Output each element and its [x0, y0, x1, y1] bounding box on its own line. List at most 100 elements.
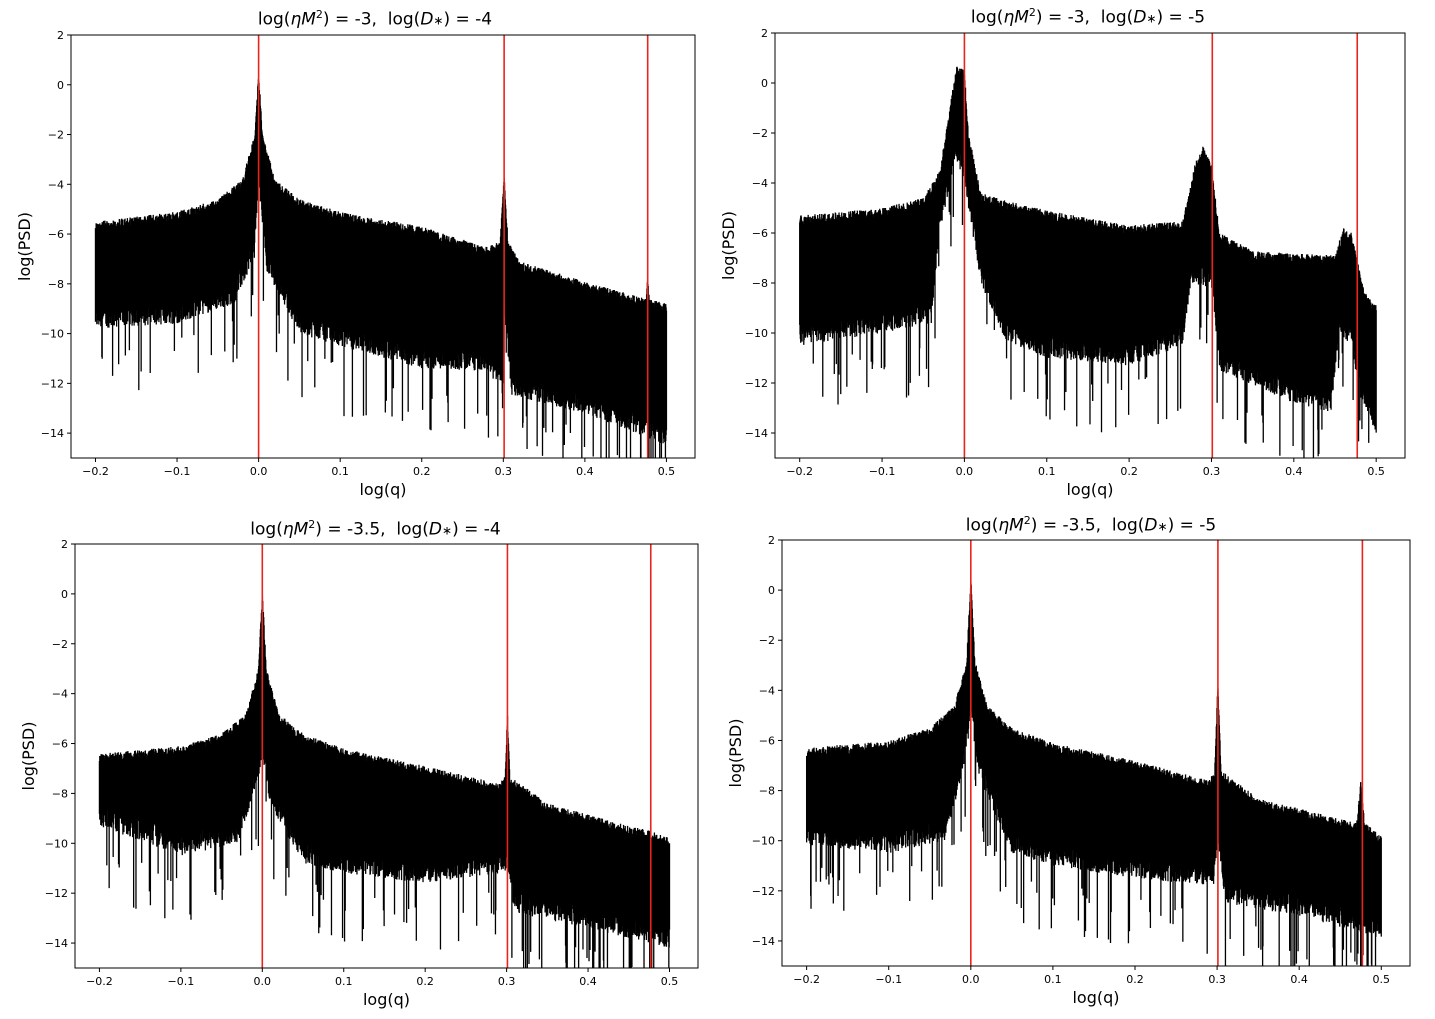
plot-frame	[74, 543, 699, 969]
y-tick-label: −6	[48, 228, 64, 241]
y-axis-label: log(PSD)	[719, 211, 738, 280]
title-4-part-c: 2	[1023, 514, 1031, 527]
y-tick-label: −2	[759, 634, 775, 647]
x-tick-label: 0.2	[1126, 973, 1144, 986]
y-tick-label: −12	[45, 887, 68, 900]
x-tick-label: 0.5	[1373, 973, 1391, 986]
y-axis-label: log(PSD)	[15, 212, 34, 281]
x-tick-label: 0.1	[1044, 973, 1062, 986]
y-tick-label: 0	[57, 79, 64, 92]
title-3-part-b: ηM	[282, 519, 309, 540]
title-1-part-f: ∗	[433, 13, 444, 28]
title-3-part-e: D	[428, 519, 443, 540]
chart-plot-4: −0.2 −0.1 0.0 0.1 0.2 0.3 0.4 0.5 2 0 −2 −4 −6 −8 −10 −…	[726, 534, 1411, 1007]
series-line	[94, 79, 668, 458]
y-tick-label: −8	[759, 785, 775, 798]
y-tick-label: −2	[52, 638, 68, 651]
y-tick-label: −12	[752, 885, 775, 898]
y-tick-label: −6	[759, 734, 775, 747]
x-tick-label: 0.3	[1208, 973, 1226, 986]
y-tick-label: −8	[52, 787, 68, 800]
title-3-part-d: ) = -3.5, log(	[315, 519, 429, 540]
title-3-part-f: ∗	[442, 523, 453, 538]
y-tick-label: −6	[52, 738, 68, 751]
y-tick-label: −4	[52, 688, 68, 701]
title-4-part-b: ηM	[998, 515, 1024, 536]
y-axis-label: log(PSD)	[726, 719, 745, 788]
title-2-part-e: D	[1133, 7, 1147, 28]
y-tick-label: −10	[745, 327, 768, 340]
y-tick-label: −14	[752, 935, 775, 948]
y-tick-label: 0	[768, 584, 775, 597]
y-tick-label: 2	[761, 27, 768, 40]
title-1-part-e: D	[420, 9, 434, 30]
y-tick-label: −14	[45, 937, 68, 950]
x-tick-label: 0.5	[658, 465, 676, 478]
plot-frame	[781, 539, 1411, 967]
y-tick-label: 0	[61, 588, 68, 601]
x-tick-label: 0.4	[579, 975, 597, 988]
title-2-part-d: ) = -3, log(	[1035, 7, 1134, 28]
x-tick-label: −0.1	[869, 465, 896, 478]
y-tick-label: −14	[41, 427, 64, 440]
x-tick-label: 0.1	[335, 975, 353, 988]
y-tick-label: −10	[752, 835, 775, 848]
x-axis-label: log(q)	[1066, 480, 1113, 499]
x-tick-label: −0.2	[793, 973, 820, 986]
y-tick-label: 2	[61, 538, 68, 551]
y-tick-label: 2	[768, 534, 775, 547]
x-tick-label: −0.1	[875, 973, 902, 986]
chart-plot-2: −0.2 −0.1 0.0 0.1 0.2 0.3 0.4 0.5 2 0 −2 −4 −6 −8 −10 −…	[719, 27, 1406, 499]
title-1-part-c: 2	[315, 8, 323, 21]
x-tick-label: −0.1	[168, 975, 195, 988]
x-tick-label: 0.4	[1285, 465, 1303, 478]
title-2-part-a: log(	[970, 7, 1004, 28]
y-tick-label: −12	[41, 377, 64, 390]
chart-title-3: log(ηM2) = -3.5, log(D∗) = -4	[36, 518, 715, 540]
y-tick-label: −4	[752, 177, 768, 190]
y-tick-label: −2	[752, 127, 768, 140]
chart-panel-3: log(ηM2) = -3.5, log(D∗) = -4 −0.2 −0.1 0.…	[0, 510, 715, 1019]
x-tick-label: 0.1	[1038, 465, 1056, 478]
chart-plot-3: −0.2 −0.1 0.0 0.1 0.2 0.3 0.4 0.5 2 0 −2 −4 −6 −8 −10 −…	[19, 538, 699, 1009]
x-tick-label: 0.2	[416, 975, 434, 988]
title-4-part-f: ∗	[1157, 519, 1168, 534]
x-tick-label: 0.0	[254, 975, 272, 988]
title-1-part-d: ) = -3, log(	[322, 9, 421, 30]
title-1-part-a: log(	[257, 9, 291, 30]
x-axis-label: log(q)	[1072, 988, 1119, 1007]
x-tick-label: 0.5	[1367, 465, 1385, 478]
title-2-part-f: ∗	[1146, 11, 1157, 26]
y-tick-label: −14	[745, 427, 768, 440]
x-tick-label: 0.0	[956, 465, 974, 478]
title-3-part-c: 2	[308, 518, 316, 531]
y-tick-label: 2	[57, 29, 64, 42]
chart-panel-1: log(ηM2) = -3, log(D∗) = -4 −0.2 −0.1 0.0 0…	[0, 0, 715, 508]
y-tick-label: −12	[745, 377, 768, 390]
chart-title-1: log(ηM2) = -3, log(D∗) = -4	[35, 8, 715, 30]
title-3-part-g: ) = -4	[452, 519, 501, 540]
y-tick-label: −4	[759, 684, 775, 697]
series-line	[799, 66, 1377, 458]
chart-title-2: log(ηM2) = -3, log(D∗) = -5	[746, 6, 1430, 28]
x-tick-label: 0.3	[498, 975, 516, 988]
plot-frame	[774, 32, 1406, 459]
y-tick-label: 0	[761, 77, 768, 90]
series-line	[805, 582, 1382, 966]
y-tick-label: −10	[41, 328, 64, 341]
x-tick-label: −0.2	[86, 975, 113, 988]
x-tick-label: −0.1	[164, 465, 191, 478]
x-axis-label: log(q)	[359, 480, 406, 499]
x-tick-label: 0.2	[413, 465, 431, 478]
title-4-part-g: ) = -5	[1167, 515, 1217, 536]
series-line	[98, 595, 671, 968]
y-tick-label: −8	[752, 277, 768, 290]
x-tick-label: 0.3	[1203, 465, 1221, 478]
y-tick-label: −10	[45, 837, 68, 850]
chart-panel-2: log(ηM2) = -3, log(D∗) = -5 −0.2 −0.1 0.0 0…	[710, 0, 1430, 508]
title-2-part-b: ηM	[1003, 7, 1029, 28]
plot-frame	[70, 34, 696, 459]
title-3-part-a: log(	[250, 519, 283, 540]
y-tick-label: −6	[752, 227, 768, 240]
title-1-part-b: ηM	[290, 9, 316, 30]
